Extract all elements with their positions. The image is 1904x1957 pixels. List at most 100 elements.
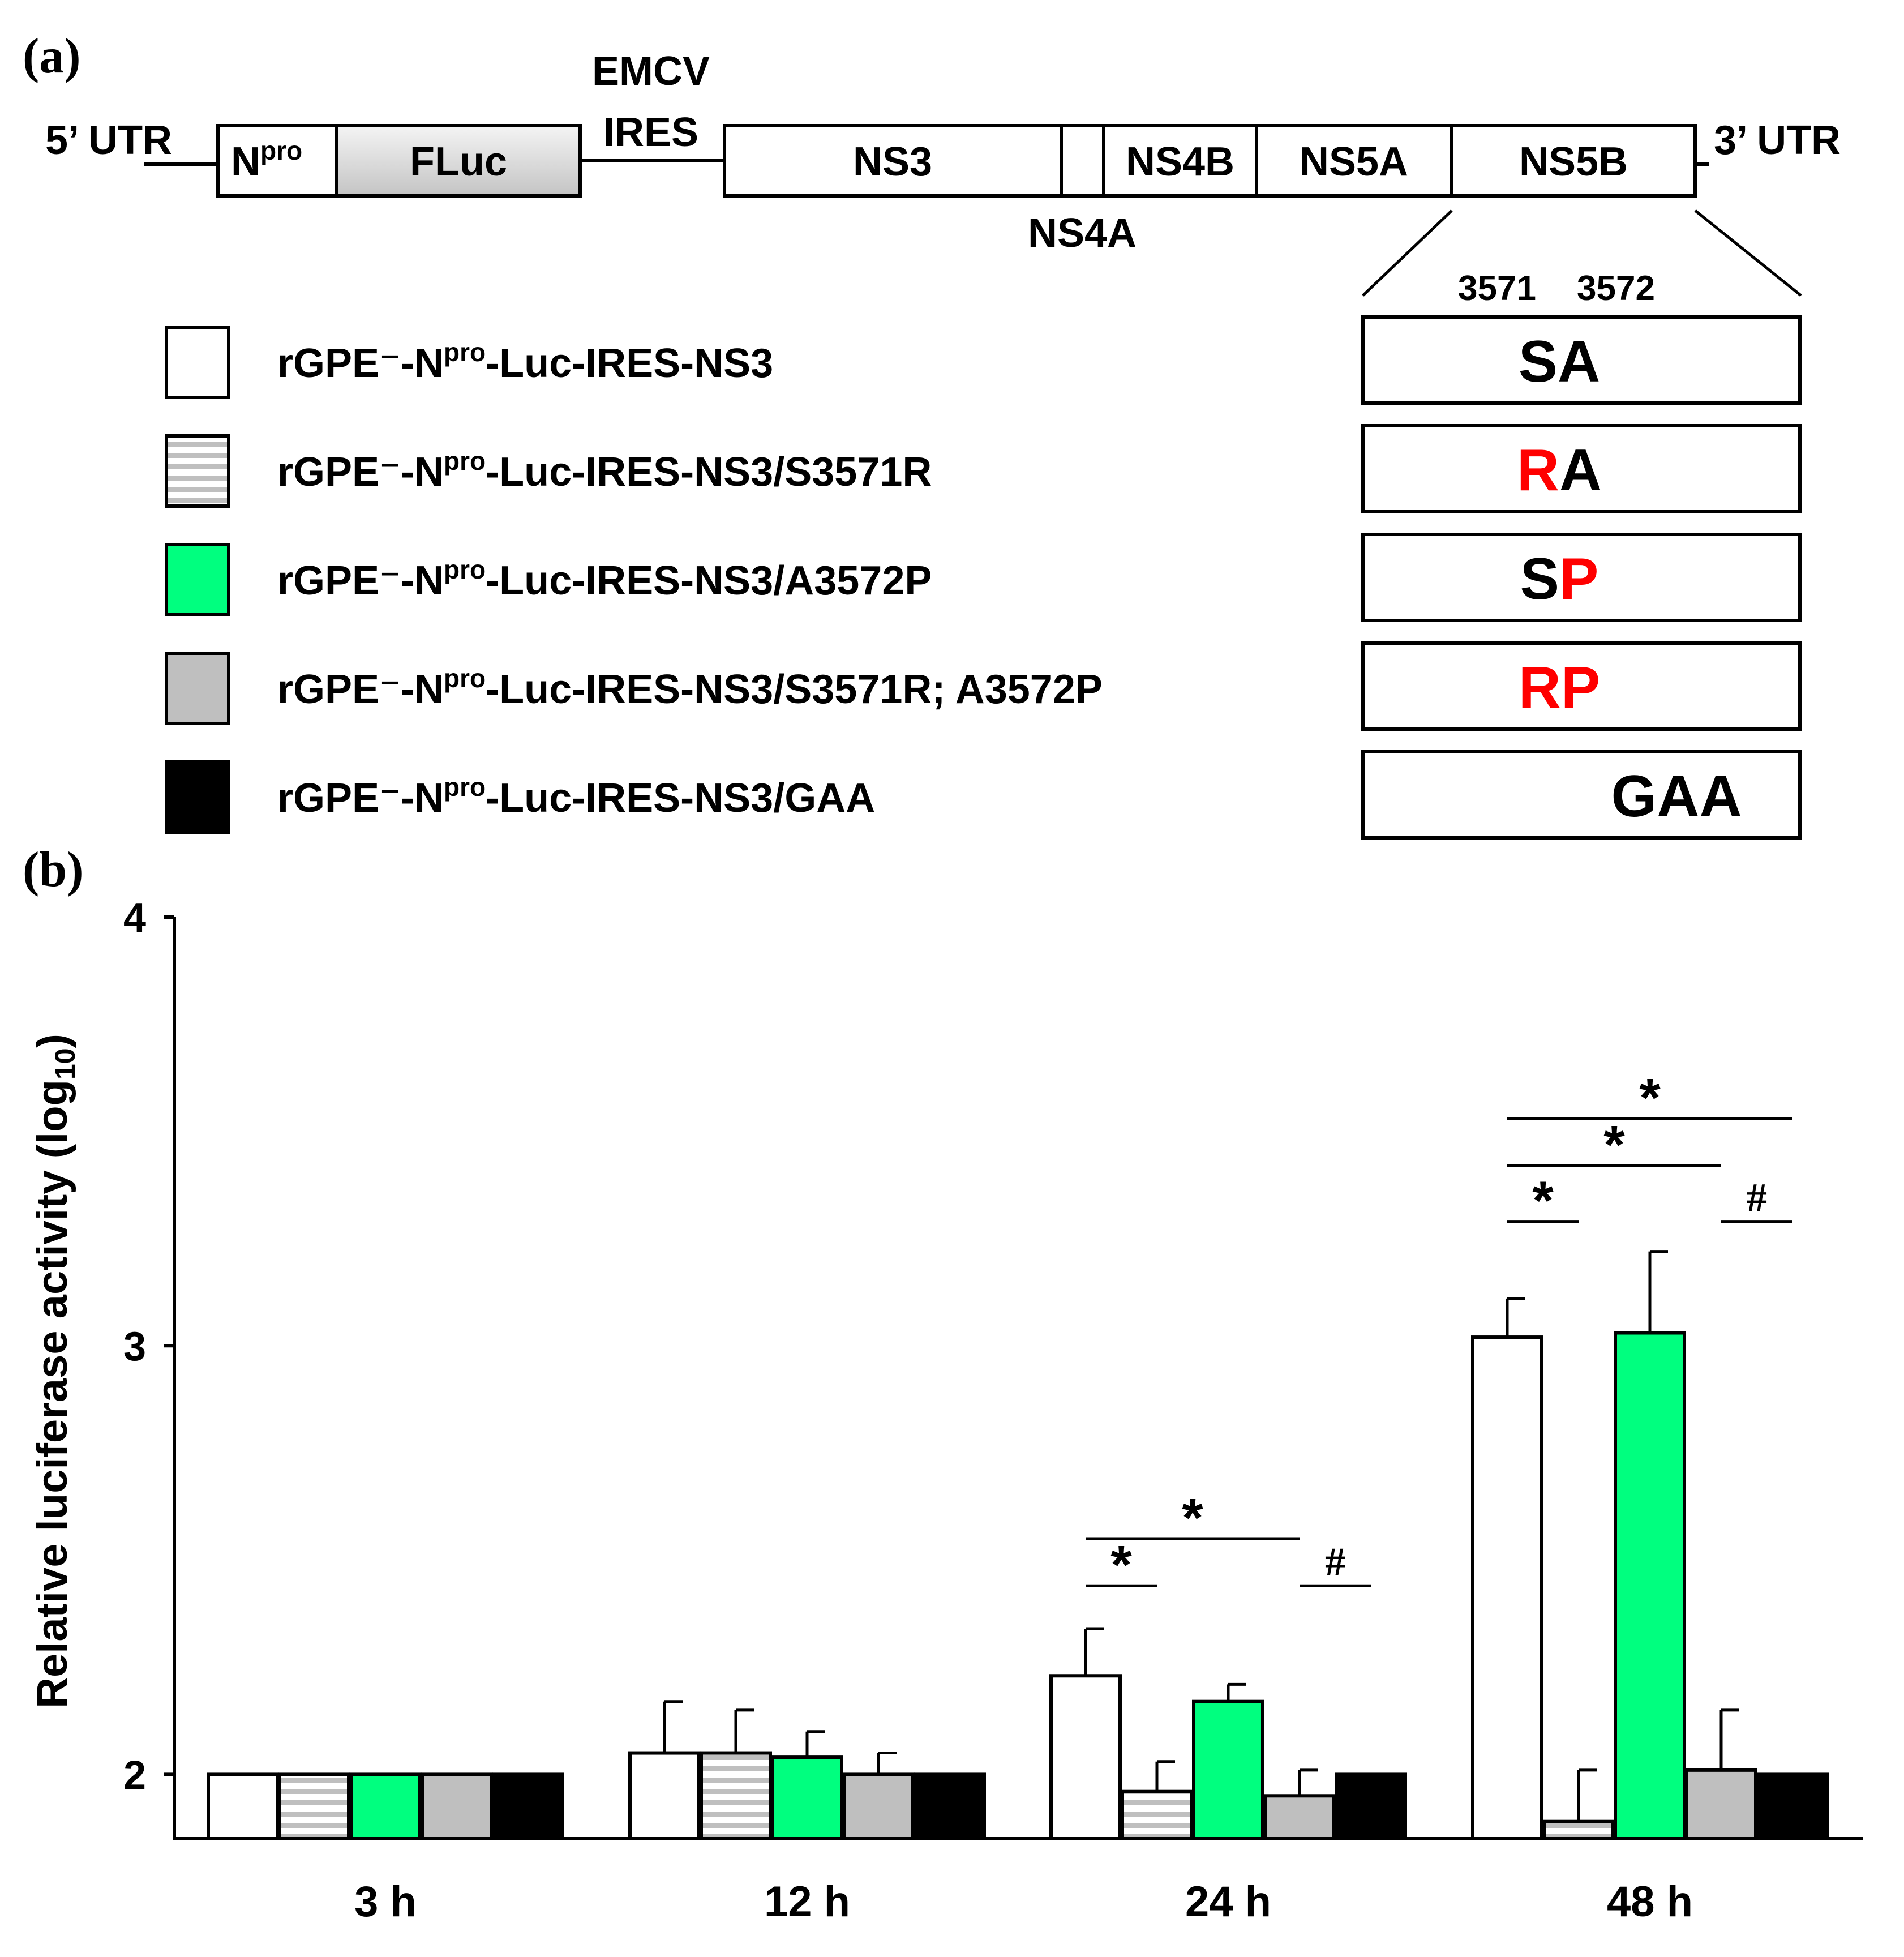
- bar-striped: [278, 1772, 350, 1841]
- significance-symbol: *: [1532, 1171, 1554, 1231]
- residue-3572: P: [1561, 655, 1600, 721]
- emcv-label: EMCV: [592, 49, 710, 94]
- sequence-text: SP: [1520, 546, 1599, 612]
- significance-symbol: *: [1603, 1115, 1625, 1175]
- sequence-box: [1361, 533, 1802, 622]
- residue-3571: S: [1519, 329, 1558, 395]
- bars: [207, 1331, 1829, 1841]
- bar-chart: Relative luciferase activity (log10) 2 3 4…: [28, 896, 1863, 1926]
- sequence-text: SA: [1519, 329, 1600, 395]
- bar-black: [1756, 1772, 1829, 1841]
- significance-annotations: **#***#: [1086, 1068, 1792, 1595]
- legend-label-sup: pro: [444, 555, 486, 584]
- legend-label-sup: pro: [444, 772, 486, 802]
- npro-sup-text: pro: [260, 136, 302, 165]
- bar-gray: [421, 1772, 493, 1841]
- panel-a-label: (a): [23, 29, 81, 84]
- legend-label-suffix: -Luc-IRES-NS3/GAA: [486, 776, 875, 821]
- bar-black: [492, 1772, 564, 1841]
- y-tick-label: 2: [123, 1753, 146, 1798]
- legend-label-prefix: rGPE⁻-N: [277, 341, 444, 386]
- significance-symbol: *: [1639, 1068, 1661, 1128]
- residue-3572: P: [1559, 546, 1598, 612]
- five-utr-label: 5’ UTR: [45, 118, 172, 163]
- y-tick-label: 4: [123, 896, 146, 941]
- bar-white: [628, 1751, 701, 1840]
- legend-swatch-striped: [165, 434, 230, 508]
- ns3-label: NS3: [853, 139, 932, 185]
- sequence-text: RP: [1519, 655, 1600, 721]
- legend-label: rGPE⁻-Npro-Luc-IRES-NS3: [277, 337, 773, 386]
- sequence-box: [1361, 315, 1802, 405]
- position-3571: 3571: [1458, 269, 1536, 308]
- legend-swatch-black: [165, 760, 230, 834]
- legend-label-suffix: -Luc-IRES-NS3/S3571R: [486, 449, 932, 495]
- legend-label: rGPE⁻-Npro-Luc-IRES-NS3/A3572P: [277, 555, 932, 603]
- legend-label-suffix: -Luc-IRES-NS3/A3572P: [486, 558, 932, 603]
- y-axis-title: Relative luciferase activity (log10): [28, 1034, 81, 1708]
- bar-gray: [1263, 1794, 1336, 1840]
- residue-3571: R: [1519, 655, 1561, 721]
- significance-symbol: *: [1182, 1488, 1203, 1548]
- legend: rGPE⁻-Npro-Luc-IRES-NS3rGPE⁻-Npro-Luc-IR…: [165, 326, 1103, 834]
- bar-striped: [700, 1751, 772, 1840]
- legend-label: rGPE⁻-Npro-Luc-IRES-NS3/S3571R: [277, 446, 932, 495]
- ns5b-label: NS5B: [1519, 139, 1628, 185]
- x-tick-label: 24 h: [1185, 1878, 1271, 1926]
- significance-symbol: *: [1110, 1535, 1132, 1595]
- legend-label-sup: pro: [444, 446, 486, 476]
- legend-label-suffix: -Luc-IRES-NS3: [486, 341, 773, 386]
- sequence-text: GAA: [1611, 764, 1742, 829]
- ns4a-label: NS4A: [1028, 211, 1137, 256]
- x-tick-label: 12 h: [764, 1878, 850, 1926]
- bar-gray: [842, 1772, 915, 1841]
- residue-3571: GAA: [1611, 764, 1742, 829]
- legend-label-suffix: -Luc-IRES-NS3/S3571R; A3572P: [486, 667, 1103, 712]
- legend-swatch-gray: [165, 652, 230, 725]
- sequence-box: [1361, 424, 1802, 513]
- legend-swatch-green: [165, 543, 230, 616]
- legend-label-prefix: rGPE⁻-N: [277, 449, 444, 495]
- sequence-text: RA: [1517, 438, 1602, 503]
- legend-label-prefix: rGPE⁻-N: [277, 776, 444, 821]
- bar-green: [771, 1755, 843, 1840]
- zoom-line-right: [1694, 209, 1802, 297]
- bar-green: [1192, 1699, 1264, 1841]
- legend-label-prefix: rGPE⁻-N: [277, 558, 444, 603]
- residue-3571: S: [1520, 546, 1559, 612]
- ns5a-label: NS5A: [1300, 139, 1408, 185]
- error-bars: [663, 1250, 1739, 1822]
- bar-white: [207, 1772, 279, 1841]
- fluc-box: [335, 124, 582, 198]
- bar-green: [1614, 1331, 1686, 1840]
- bar-green: [349, 1772, 422, 1841]
- ns4a-box: [1060, 124, 1105, 198]
- bar-black: [1335, 1772, 1407, 1841]
- legend-label: rGPE⁻-Npro-Luc-IRES-NS3/S3571R; A3572P: [277, 663, 1103, 712]
- y-axis-title-close: ): [28, 1034, 76, 1048]
- legend-label-prefix: rGPE⁻-N: [277, 667, 444, 712]
- legend-label-sup: pro: [444, 337, 486, 367]
- bar-white: [1049, 1674, 1122, 1841]
- residue-3572: A: [1559, 438, 1602, 503]
- ns5b-box: [1450, 124, 1697, 198]
- bar-black: [914, 1772, 986, 1841]
- sequence-box: [1361, 641, 1802, 731]
- y-axis-title-sub: 10: [49, 1048, 81, 1080]
- ires-label: IRES: [603, 110, 698, 155]
- y-axis-title-main: Relative luciferase activity (log: [28, 1080, 76, 1708]
- significance-symbol: #: [1747, 1175, 1767, 1221]
- x-tick-label: 3 h: [354, 1878, 417, 1926]
- bar-striped: [1121, 1789, 1193, 1841]
- y-tick-label: 3: [123, 1324, 146, 1369]
- residue-3572: A: [1558, 329, 1600, 395]
- genome-diagram: 5’ UTR Npro FLuc EMCV IRES NS3 NS4A NS4B…: [45, 49, 1841, 308]
- three-utr-label: 3’ UTR: [1714, 118, 1841, 163]
- legend-label-sup: pro: [444, 663, 486, 693]
- y-ticks: 2 3 4: [123, 896, 174, 1798]
- x-tick-label: 48 h: [1607, 1878, 1693, 1926]
- fluc-label: FLuc: [410, 139, 507, 185]
- x-tick-labels: 3 h 12 h 24 h 48 h: [354, 1878, 1693, 1926]
